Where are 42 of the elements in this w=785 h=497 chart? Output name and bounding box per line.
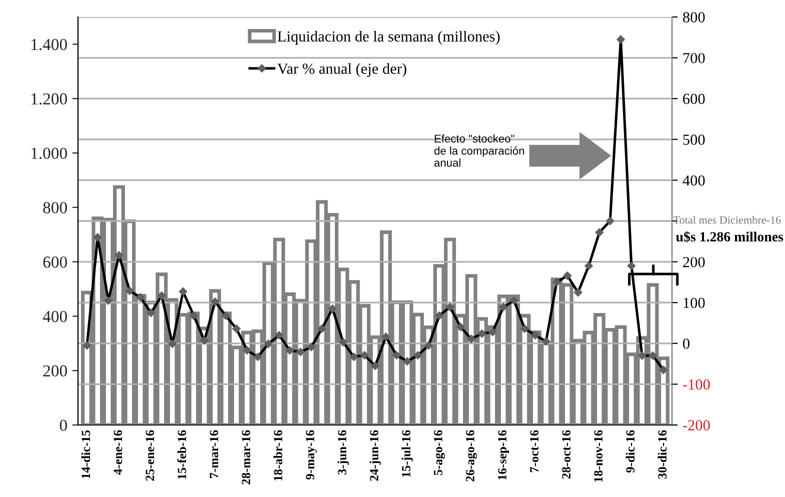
x-tick-label: 24-jun-16 [370, 430, 381, 481]
y2-tick-label: -200 [682, 420, 710, 430]
annotation: Efecto "stockeo" de la comparación anual [434, 134, 524, 167]
x-tick-label: 28-mar-16 [242, 430, 250, 484]
x-tick-label: 9-may-16 [306, 430, 317, 480]
x-tick-label: 7-oct-16 [530, 430, 538, 472]
y2-tick-label: 500 [683, 134, 705, 145]
x-tick-label: 5-ago-16 [434, 430, 445, 476]
y-tick-label: 1.200 [32, 93, 67, 105]
y2-tick-label: 700 [683, 52, 705, 64]
legend-label: Var % anual (eje der) [277, 63, 406, 77]
x-tick-label: 3-jun-16 [338, 430, 349, 475]
y-tick-label: 1.000 [32, 148, 67, 160]
x-tick-label: 26-ago-16 [466, 430, 477, 482]
x-tick-label: 18-nov-16 [594, 430, 603, 482]
x-tick-label: 15-feb-16 [177, 430, 186, 479]
y2-tick-label: 0 [683, 338, 690, 349]
x-tick-label: 7-mar-16 [210, 430, 218, 478]
legend-label: Liquidacion de la semana (millones) [278, 30, 500, 45]
y2-tick-label: 400 [682, 175, 705, 186]
y-tick-label: 1.400 [32, 38, 67, 50]
y-tick-label: 200 [43, 365, 67, 377]
text: Total mes Diciembre-16 [673, 216, 781, 224]
y-tick-label: 800 [43, 202, 67, 214]
x-tick-label: 9-dic-16 [626, 430, 635, 473]
x-tick-label: 14-dic-15 [81, 430, 90, 478]
x-tick-label: 30-dic-16 [658, 430, 667, 479]
x-tick-label: 16-sep-16 [498, 430, 509, 480]
x-tick-label: 18-abr-16 [273, 430, 282, 480]
y2-tick-label: 100 [684, 298, 705, 308]
y2-tick-label: 200 [683, 256, 705, 268]
y2-tick-label: -100 [682, 379, 710, 390]
y2-tick-label: 600 [683, 94, 705, 104]
x-tick-label: 15-jul-16 [402, 430, 413, 477]
text: u$s 1.286 millones [676, 231, 784, 242]
x-tick-label: 4-ene-16 [114, 430, 122, 475]
y-tick-label: 400 [42, 310, 67, 322]
y-tick-label: 0 [60, 420, 67, 431]
x-tick-label: 28-oct-16 [562, 430, 571, 479]
x-tick-label: 25-ene-16 [146, 430, 154, 481]
y-tick-label: 600 [43, 256, 67, 268]
y2-tick-label: 800 [683, 12, 705, 22]
